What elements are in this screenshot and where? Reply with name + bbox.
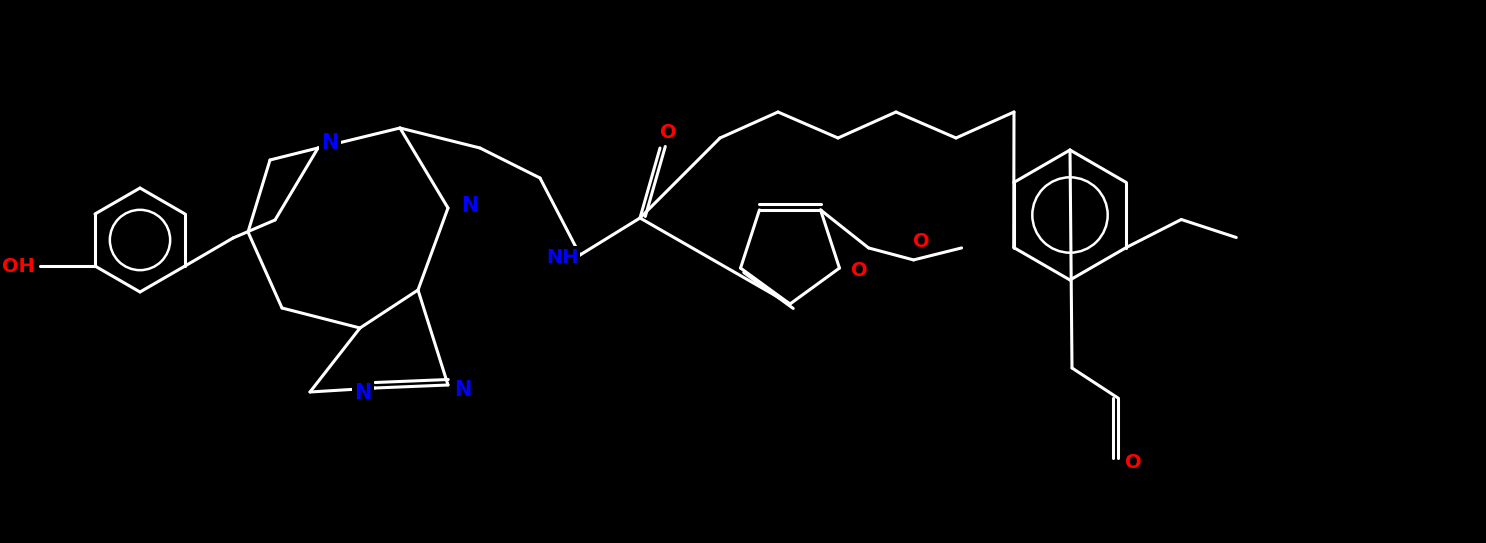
- Text: N: N: [354, 383, 372, 403]
- Text: N: N: [455, 380, 471, 400]
- Text: OH: OH: [1, 256, 34, 275]
- Text: O: O: [851, 261, 868, 280]
- Text: O: O: [1125, 453, 1141, 472]
- Text: O: O: [914, 232, 930, 251]
- Text: O: O: [660, 123, 676, 142]
- Text: N: N: [321, 133, 339, 153]
- Text: NH: NH: [545, 248, 578, 267]
- Text: N: N: [461, 196, 478, 216]
